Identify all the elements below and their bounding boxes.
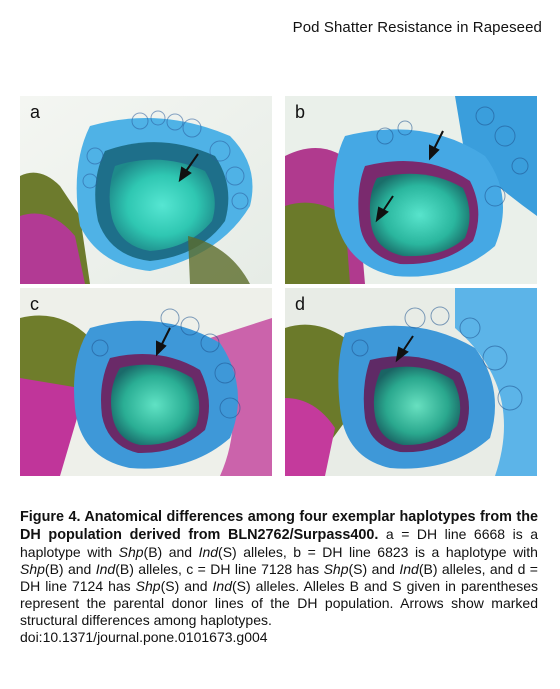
caption-text-10: (S) alleles. Alleles B and S given in pa… xyxy=(20,578,538,628)
caption-text-4: b = DH line 6823 is a haplotype with xyxy=(286,544,538,560)
caption-text-8: (B) alleles, and d = DH line 7124 has xyxy=(20,561,538,594)
gene-shp-3: Shp xyxy=(323,561,349,577)
gene-ind-1: Ind xyxy=(198,544,219,560)
caption-text-9: (S) and xyxy=(160,578,213,594)
micrograph-c xyxy=(20,288,272,476)
panel-label-b: b xyxy=(295,102,306,122)
figure-caption: Figure 4. Anatomical differences among f… xyxy=(20,508,538,646)
gene-shp-2: Shp xyxy=(20,561,45,577)
gene-ind-3: Ind xyxy=(399,561,419,577)
panel-label-a: a xyxy=(30,102,41,122)
caption-text-1: a = DH line 6668 is a haplotype with xyxy=(20,526,538,560)
micrograph-b xyxy=(285,96,537,284)
figure-panel-b: b xyxy=(285,96,537,284)
caption-text-2: (B) and xyxy=(143,544,199,560)
gene-shp-1: Shp xyxy=(118,544,144,560)
panel-label-c: c xyxy=(30,294,39,314)
running-header: Pod Shatter Resistance in Rapeseed xyxy=(292,19,542,36)
caption-doi[interactable]: doi:10.1371/journal.pone.0101673.g004 xyxy=(20,629,268,645)
figure-panel-d: d xyxy=(285,288,537,476)
micrograph-d xyxy=(285,288,537,476)
caption-text-5: (B) and xyxy=(44,561,96,577)
caption-text-3: (S) alleles, xyxy=(218,544,287,560)
panel-label-d: d xyxy=(295,294,306,314)
caption-title: Figure 4. Anatomical differences among f… xyxy=(20,509,538,543)
micrograph-a xyxy=(20,96,272,284)
figure-panel-c: c xyxy=(20,288,272,476)
figure-panel-a: a xyxy=(20,96,272,284)
gene-ind-4: Ind xyxy=(212,578,233,594)
gene-shp-4: Shp xyxy=(135,578,161,594)
caption-text-7: (S) and xyxy=(348,561,400,577)
gene-ind-2: Ind xyxy=(95,561,116,577)
caption-text-6: (B) alleles, c = DH line 7128 has xyxy=(115,561,324,577)
